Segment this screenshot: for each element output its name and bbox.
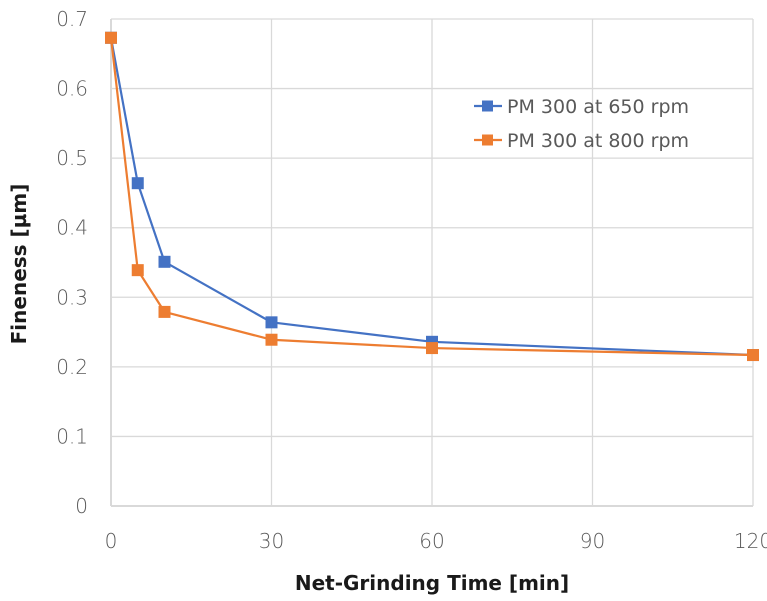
x-tick-label: 60 [419, 529, 444, 553]
legend-item: PM 300 at 650 rpm [474, 96, 689, 118]
data-point-marker [158, 255, 171, 268]
y-tick-label: 0.5 [56, 146, 88, 170]
y-tick-label: 0.1 [56, 424, 88, 448]
y-axis-title: Fineness [µm] [7, 184, 31, 345]
data-point-marker [158, 305, 171, 318]
series-line [109, 37, 754, 357]
y-tick-label: 0 [75, 494, 88, 518]
x-tick-label: 30 [259, 529, 284, 553]
y-tick-label: 0.6 [56, 77, 88, 101]
series-line [109, 37, 754, 357]
x-tick-label: 0 [105, 529, 118, 553]
x-tick-label: 120 [734, 529, 767, 553]
legend-marker-icon [482, 134, 493, 146]
y-tick-label: 0.3 [56, 285, 88, 309]
data-point-marker [265, 333, 278, 346]
series-group [105, 31, 759, 362]
x-tick-label: 90 [580, 529, 605, 553]
data-point-marker [426, 342, 438, 355]
data-point-marker [105, 31, 117, 44]
gridlines [110, 18, 754, 507]
x-axis-ticks: 0 30 60 90 120 [105, 529, 767, 553]
legend: PM 300 at 650 rpm PM 300 at 800 rpm [474, 96, 689, 152]
data-point-marker [131, 264, 144, 277]
x-axis-title: Net-Grinding Time [min] [295, 571, 569, 595]
y-axis-ticks: 0 0.1 0.2 0.3 0.4 0.5 0.6 0.7 [56, 7, 88, 518]
legend-label: PM 300 at 800 rpm [507, 130, 689, 152]
data-point-marker [747, 349, 759, 362]
series-2 [105, 31, 759, 362]
y-tick-label: 0.2 [56, 355, 88, 379]
legend-label: PM 300 at 650 rpm [507, 96, 689, 118]
data-point-marker [131, 177, 144, 190]
legend-marker-icon [482, 100, 493, 112]
legend-item: PM 300 at 800 rpm [474, 130, 689, 152]
y-tick-label: 0.7 [56, 7, 88, 31]
data-point-marker [265, 316, 278, 329]
y-tick-label: 0.4 [56, 216, 88, 240]
